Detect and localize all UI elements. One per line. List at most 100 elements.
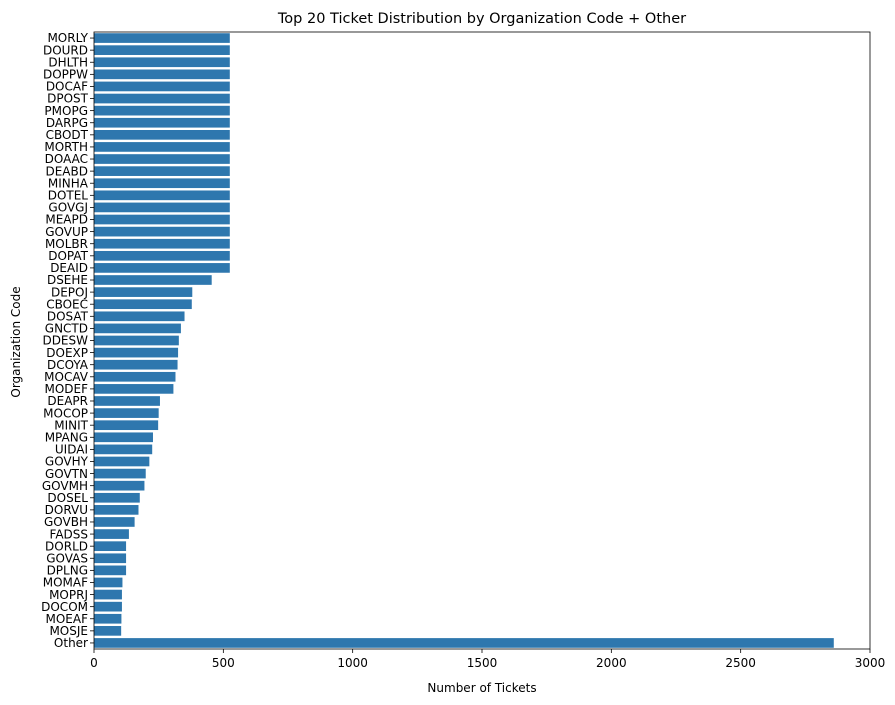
y-tick-label-minha: MINHA [48,176,89,190]
bar-docom [94,601,122,612]
y-tick-label-dplng: DPLNG [47,564,88,578]
bar-docaf [94,81,230,92]
bar-dotel [94,190,230,201]
bar-govtn [94,468,146,479]
bar-doaac [94,154,230,164]
x-axis-label: Number of Tickets [427,681,536,695]
y-tick-label-deabd: DEABD [45,164,88,178]
y-tick-label-dotel: DOTEL [48,189,89,203]
bar-ddesw [94,335,179,346]
y-tick-label-dcoya: DCOYA [47,358,89,372]
bar-pmopg [94,105,230,116]
y-tick-label-gnctd: GNCTD [45,322,88,336]
y-tick-label-molbr: MOLBR [45,237,88,251]
bar-mocav [94,371,176,382]
bar-moeaf [94,613,122,624]
bar-cbodt [94,129,230,140]
y-tick-label-deaid: DEAID [50,261,88,275]
y-tick-label-mpang: MPANG [45,430,88,444]
y-tick-label-mosje: MOSJE [49,624,88,638]
bar-govhy [94,456,150,467]
y-tick-label-govhy: GOVHY [45,455,89,469]
bar-other [94,638,834,648]
y-tick-label-dsehe: DSEHE [47,273,88,287]
bar-mpang [94,432,153,443]
y-tick-label-cboec: CBOEC [46,297,88,311]
y-tick-label-morth: MORTH [44,140,88,154]
bar-govup [94,226,230,237]
y-tick-label-uidai: UIDAI [55,443,88,457]
bar-dpost [94,93,230,104]
bar-modef [94,384,174,394]
plot-area: MORLYDOURDDHLTHDOPPWDOCAFDPOSTPMOPGDARPG… [41,31,885,670]
y-tick-label-dosel: DOSEL [47,491,88,505]
bar-deabd [94,166,230,176]
plot-frame [93,31,871,650]
x-tick-label: 2000 [596,656,627,670]
y-tick-label-mocop: MOCOP [43,406,88,420]
bar-govas [94,553,127,564]
y-tick-label-moeaf: MOEAF [46,612,89,626]
x-tick-label: 500 [212,656,235,670]
y-tick-label-dorld: DORLD [45,539,88,553]
bar-dhlth [94,57,230,68]
y-tick-label-doppw: DOPPW [43,68,88,82]
y-tick-label-pmopg: PMOPG [44,104,88,118]
y-tick-label-darpg: DARPG [46,116,88,130]
bar-dorvu [94,505,139,515]
y-tick-label-govbh: GOVBH [44,515,88,529]
y-tick-label-govmh: GOVMH [42,479,88,493]
y-tick-label-doaac: DOAAC [45,152,88,166]
y-tick-label-govtn: GOVTN [45,467,88,481]
y-tick-label-govgj: GOVGJ [48,201,88,215]
y-tick-label-dosat: DOSAT [47,310,89,324]
y-tick-label-fadss: FADSS [50,527,88,541]
bar-morly [94,33,230,43]
y-tick-label-depoj: DEPOJ [51,285,88,299]
y-tick-label-doexp: DOEXP [46,346,88,360]
bar-dorld [94,541,127,552]
bar-govbh [94,517,135,527]
y-tick-label-cbodt: CBODT [46,128,89,142]
bar-gnctd [94,323,181,334]
y-tick-label-govup: GOVUP [45,225,88,239]
bar-dosat [94,311,185,322]
x-tick-label: 0 [90,656,98,670]
y-tick-label-dhlth: DHLTH [48,55,88,69]
bar-dplng [94,565,127,576]
y-tick-label-other: Other [54,636,88,650]
bar-deapr [94,396,160,406]
y-tick-label-ddesw: DDESW [42,334,88,348]
y-tick-label-meapd: MEAPD [45,213,88,227]
x-tick-label: 1500 [467,656,498,670]
bar-dosel [94,492,140,503]
bar-mocop [94,408,159,418]
bar-dcoya [94,359,178,370]
bar-deaid [94,263,230,273]
bar-fadss [94,529,129,539]
bar-dsehe [94,275,212,285]
bar-minha [94,178,230,189]
y-tick-label-mocav: MOCAV [44,370,89,384]
bar-meapd [94,214,230,225]
bar-momaf [94,577,123,588]
bar-darpg [94,117,230,128]
y-tick-label-minit: MINIT [54,418,88,432]
y-tick-label-dopat: DOPAT [48,249,88,263]
x-tick-label: 2500 [725,656,756,670]
y-tick-label-dpost: DPOST [47,92,89,106]
bar-molbr [94,238,230,249]
bar-dourd [94,45,230,55]
bar-minit [94,420,159,431]
bar-govmh [94,480,145,491]
y-axis-label: Organization Code [9,286,23,397]
bar-uidai [94,444,153,455]
bar-doexp [94,347,179,358]
y-tick-label-dourd: DOURD [43,43,88,57]
y-tick-label-momaf: MOMAF [43,576,88,590]
bar-dopat [94,250,230,261]
y-tick-label-moprj: MOPRJ [49,588,88,602]
bar-govgj [94,202,230,213]
